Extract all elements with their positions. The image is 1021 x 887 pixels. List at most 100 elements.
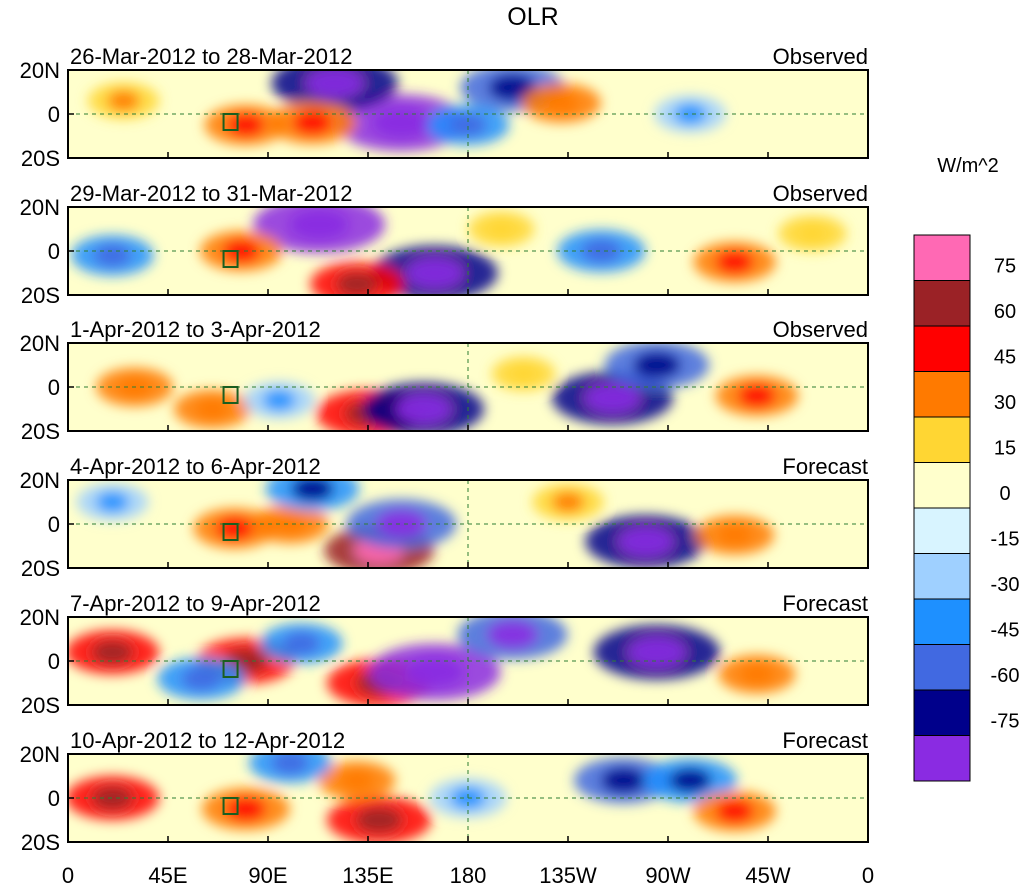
anomaly-core [263,390,296,411]
map-panel: 20N 0 20S 26-Mar-2012 to 28-Mar-2012 Observe… [20,44,869,171]
anomaly-core [739,663,775,685]
anomaly-core [181,666,222,691]
anomaly-core [272,513,308,535]
panel-date-range: 26-Mar-2012 to 28-Mar-2012 [70,44,352,69]
anomaly-core [91,640,134,665]
map-panel: 20N 0 20S 10-Apr-2012 to 12-Apr-2012 Forecas… [20,728,869,855]
colorbar-label: 45 [994,347,1016,369]
x-tick-label: 90W [645,863,690,887]
anomaly-core [93,244,132,267]
colorbar-swatch [913,689,971,736]
colorbar-label: 30 [994,392,1016,414]
map-panel: 20N 0 20S 1-Apr-2012 to 3-Apr-2012 Observed [20,317,869,444]
y-tick-label: 20S [21,830,60,855]
anomaly-core [292,111,333,135]
y-tick-label: 20S [21,693,60,718]
anomaly-core [487,620,538,649]
y-tick-label: 20N [20,742,60,767]
panels: 20N 0 20S 26-Mar-2012 to 28-Mar-2012 Observe… [20,44,869,855]
colorbar-label: -60 [991,665,1020,687]
anomaly-core [107,90,140,111]
map-panel: 20N 0 20S 4-Apr-2012 to 6-Apr-2012 Forecast [20,454,869,581]
colorbar-swatch [913,553,971,600]
anomaly-core [633,351,681,379]
colorbar-swatch [913,234,971,281]
anomaly-core [271,754,309,774]
y-tick-label: 20N [20,195,60,220]
y-tick-label: 20S [21,146,60,171]
panel-kind: Forecast [782,591,868,616]
anomaly-core [406,257,464,289]
region-box [222,660,239,678]
anomaly-core [396,394,451,424]
x-tick-label: 0 [62,863,74,887]
map-panel: 20N 0 20S 29-Mar-2012 to 31-Mar-2012 Observe… [20,181,869,308]
region-box [222,113,239,131]
anomaly-core [509,364,538,384]
map-panel: 20N 0 20S 7-Apr-2012 to 9-Apr-2012 Forecast [20,591,869,718]
anomaly-core [488,74,536,101]
colorbar-swatch [913,462,971,509]
y-tick-label: 0 [48,649,60,674]
panel-date-range: 29-Mar-2012 to 31-Mar-2012 [70,181,352,206]
colorbar: 75 60 45 30 15 0 -15 -30 -45 -60 -75 [913,234,1020,782]
panel-date-range: 4-Apr-2012 to 6-Apr-2012 [70,454,321,479]
colorbar-label: 15 [994,438,1016,460]
anomaly-core [291,480,334,501]
region-box [222,250,239,268]
y-tick-label: 20N [20,468,60,493]
y-tick-label: 0 [48,239,60,264]
y-tick-label: 0 [48,512,60,537]
colorbar-label: -75 [991,711,1020,733]
colorbar-label: -45 [991,620,1020,642]
anomaly-core [738,384,776,407]
y-tick-label: 20S [21,556,60,581]
panel-date-range: 10-Apr-2012 to 12-Apr-2012 [70,728,345,753]
x-axis: 0 45E 90E 135E 180 135W 90W 45W 0 [62,863,874,887]
anomaly-core [618,526,674,557]
colorbar-units: W/m^2 [937,155,999,177]
anomaly-core [716,250,754,274]
y-tick-label: 20N [20,331,60,356]
colorbar-label: 0 [999,483,1010,505]
y-tick-label: 0 [48,786,60,811]
anomaly-core [289,208,349,241]
anomaly-core [222,239,260,263]
panel-kind: Forecast [782,454,868,479]
anomaly-core [628,637,686,668]
anomaly-core [335,271,378,295]
anomaly-core [376,510,427,538]
anomaly-core [225,797,266,821]
anomaly-core [404,656,465,688]
anomaly-core [449,113,487,137]
anomaly-core [282,632,320,655]
anomaly-core [371,107,432,139]
y-tick-label: 20S [21,419,60,444]
x-tick-label: 135W [539,863,597,887]
anomaly-core [355,806,403,834]
x-tick-label: 90E [248,863,287,887]
colorbar-swatch [913,325,971,372]
region-box [222,386,239,404]
panel-date-range: 1-Apr-2012 to 3-Apr-2012 [70,317,321,342]
anomaly-core [797,223,828,244]
colorbar-swatch [913,598,971,645]
panel-kind: Observed [773,44,868,69]
colorbar-label: 60 [994,301,1016,323]
region-box [222,523,239,541]
colorbar-swatch [913,371,971,418]
y-tick-label: 0 [48,102,60,127]
region-box [222,797,239,815]
anomaly-core [543,92,580,114]
colorbar-swatch [913,644,971,691]
anomaly-core [306,70,364,99]
anomaly-core [585,383,640,413]
colorbar-swatch [913,280,971,327]
x-tick-label: 180 [450,863,487,887]
y-tick-label: 20S [21,283,60,308]
anomaly-core [551,491,585,513]
panel-kind: Observed [773,181,868,206]
anomaly-core [601,767,646,794]
anomaly-core [91,785,134,811]
